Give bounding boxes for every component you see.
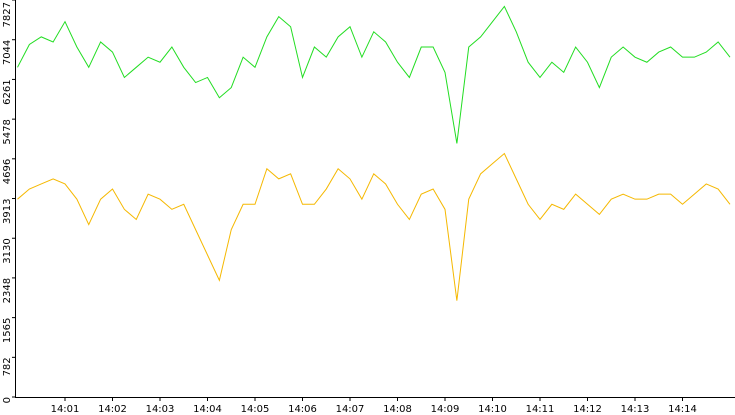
y-tick-label: 782 bbox=[2, 357, 13, 376]
x-tick-label: 14:06 bbox=[288, 404, 317, 415]
y-tick-label: 7044 bbox=[2, 40, 13, 65]
x-tick-label: 14:08 bbox=[383, 404, 412, 415]
y-tick-label: 3130 bbox=[2, 238, 13, 263]
x-tick-label: 14:01 bbox=[51, 404, 80, 415]
y-tick-label: 7827 bbox=[2, 2, 13, 27]
y-tick-label: 5478 bbox=[2, 119, 13, 144]
x-tick-label: 14:04 bbox=[193, 404, 222, 415]
series-line bbox=[17, 152, 731, 301]
series-line bbox=[17, 5, 731, 144]
x-tick-label: 14:05 bbox=[241, 404, 270, 415]
x-tick-label: 14:12 bbox=[573, 404, 602, 415]
y-tick-label: 3913 bbox=[2, 199, 13, 224]
y-tick-label: 1565 bbox=[2, 318, 13, 343]
y-tick-label: 2348 bbox=[2, 278, 13, 303]
x-tick-label: 14:10 bbox=[478, 404, 507, 415]
y-tick-label: 0 bbox=[2, 397, 13, 403]
x-tick-label: 14:09 bbox=[431, 404, 460, 415]
y-tick-label: 4696 bbox=[2, 159, 13, 184]
x-tick-label: 14:03 bbox=[146, 404, 175, 415]
x-tick-label: 14:02 bbox=[98, 404, 127, 415]
x-tick-label: 14:07 bbox=[336, 404, 365, 415]
x-tick-label: 14:14 bbox=[668, 404, 697, 415]
x-tick-label: 14:11 bbox=[526, 404, 555, 415]
y-tick-label: 6261 bbox=[2, 79, 13, 104]
x-tick-label: 14:13 bbox=[621, 404, 650, 415]
